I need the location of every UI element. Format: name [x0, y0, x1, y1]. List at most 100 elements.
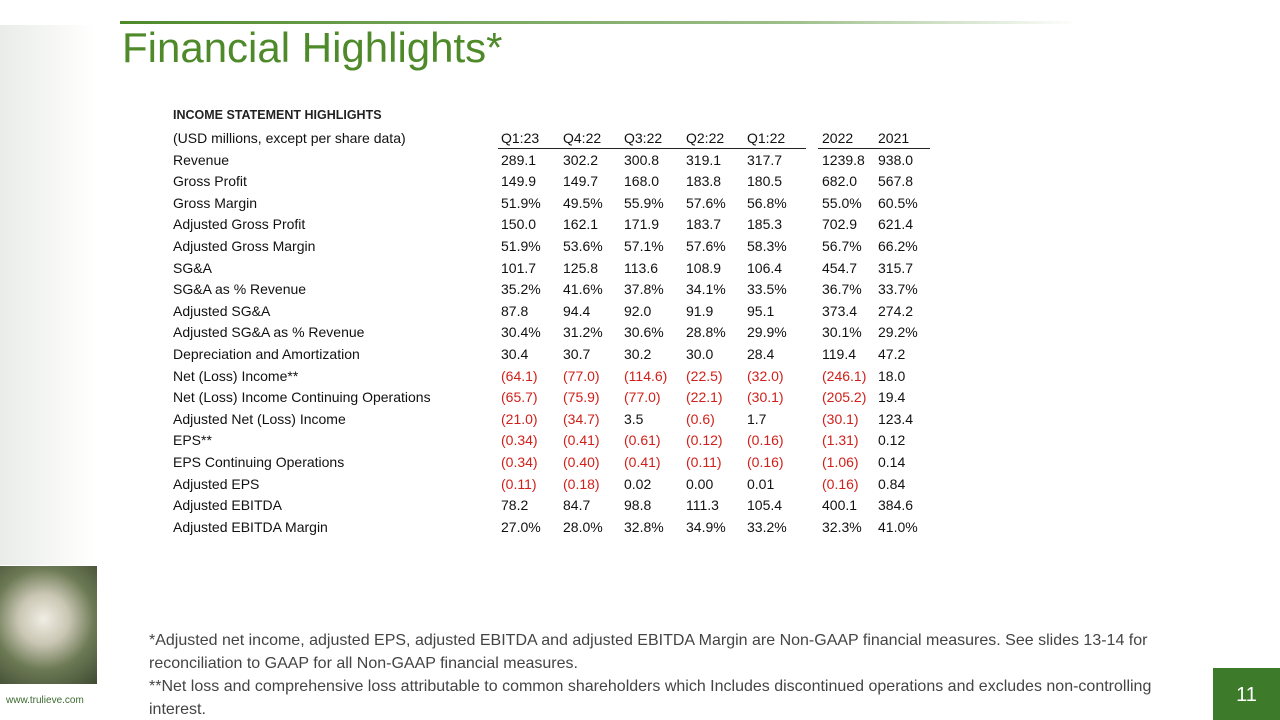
table-cell: 150.0	[501, 216, 537, 233]
table-cell: 30.7	[563, 346, 591, 362]
table-cell: 27.0%	[501, 518, 541, 535]
table-cell: (0.16)	[747, 432, 784, 449]
table-cell: 84.7	[563, 497, 591, 514]
table-cell: 53.6%	[563, 238, 603, 254]
table-cell: 56.8%	[747, 194, 787, 211]
table-cell: 106.4	[747, 259, 783, 276]
table-cell: 37.8%	[624, 281, 664, 298]
row-label: Adjusted SG&A as % Revenue	[173, 324, 365, 341]
table-cell: 162.1	[563, 216, 599, 233]
column-header: 2022	[822, 130, 854, 146]
column-header: Q1:23	[501, 130, 540, 146]
table-cell: 702.9	[822, 216, 858, 233]
table-cell: 19.4	[878, 389, 906, 406]
table-cell: 30.6%	[624, 324, 664, 341]
table-cell: 57.6%	[686, 238, 726, 254]
table-cell: 32.8%	[624, 518, 664, 535]
column-header: Q3:22	[624, 130, 663, 146]
table-cell: (75.9)	[563, 389, 600, 406]
table-cell: 183.7	[686, 216, 722, 233]
table-cell: (65.7)	[501, 389, 538, 406]
table-section-title: INCOME STATEMENT HIGHLIGHTS	[173, 108, 382, 122]
table-cell: 33.2%	[747, 518, 787, 535]
table-cell: 0.12	[878, 432, 906, 449]
table-cell: (0.11)	[686, 454, 722, 470]
row-label: Depreciation and Amortization	[173, 346, 360, 362]
table-cell: 41.6%	[563, 281, 603, 298]
row-label: Gross Margin	[173, 194, 258, 211]
table-cell: 567.8	[878, 173, 914, 190]
table-cell: 41.0%	[878, 518, 918, 535]
row-label: EPS**	[173, 432, 212, 449]
table-cell: (77.0)	[624, 389, 661, 406]
table-cell: (0.41)	[624, 454, 661, 470]
table-cell: 621.4	[878, 216, 914, 233]
table-cell: 289.1	[501, 151, 537, 168]
table-cell: 66.2%	[878, 238, 918, 254]
table-cell: (0.34)	[501, 454, 538, 470]
table-cell: 28.8%	[686, 324, 726, 341]
table-cell: (0.40)	[563, 454, 600, 470]
table-cell: 60.5%	[878, 194, 918, 211]
table-cell: 105.4	[747, 497, 783, 514]
table-cell: 171.9	[624, 216, 660, 233]
table-cell: (0.6)	[686, 410, 715, 427]
row-label: Adjusted SG&A	[173, 302, 271, 319]
table-cell: (1.06)	[822, 454, 859, 470]
table-cell: (0.11)	[501, 475, 537, 492]
table-cell: 185.3	[747, 216, 783, 233]
row-label: Adjusted EPS	[173, 475, 260, 492]
table-cell: 36.7%	[822, 281, 862, 298]
table-cell: 119.4	[822, 346, 856, 362]
table-cell: 98.8	[624, 497, 652, 514]
footnote: *Adjusted net income, adjusted EPS, adju…	[149, 632, 1148, 672]
table-cell: (0.61)	[624, 432, 661, 449]
table-cell: 18.0	[878, 367, 906, 384]
table-cell: 315.7	[878, 259, 914, 276]
table-cell: 384.6	[878, 497, 914, 514]
page-number: 11	[1213, 668, 1280, 720]
table-cell: (205.2)	[822, 389, 867, 406]
table-cell: 1239.8	[822, 151, 865, 168]
table-cell: 30.4%	[501, 324, 541, 341]
table-cell: (0.34)	[501, 432, 538, 449]
table-cell: (30.1)	[747, 389, 784, 406]
table-cell: 31.2%	[563, 324, 603, 341]
table-cell: 95.1	[747, 302, 775, 319]
table-cell: (0.16)	[747, 454, 784, 470]
table-cell: 30.4	[501, 346, 529, 362]
table-cell: 34.9%	[686, 518, 726, 535]
row-label: Adjusted Gross Margin	[173, 238, 316, 254]
table-cell: 3.5	[624, 410, 644, 427]
header-underline	[818, 148, 930, 149]
table-cell: (21.0)	[501, 410, 538, 427]
table-cell: 33.7%	[878, 281, 918, 298]
table-cell: 56.7%	[822, 238, 862, 254]
header-underline	[498, 148, 806, 149]
table-cell: 274.2	[878, 302, 914, 319]
table-cell: 123.4	[878, 410, 914, 427]
table-cell: 183.8	[686, 173, 722, 190]
table-cell: 35.2%	[501, 281, 541, 298]
table-cell: (77.0)	[563, 367, 600, 384]
table-cell: 0.14	[878, 454, 906, 470]
column-header: Q1:22	[747, 130, 786, 146]
table-cell: (0.16)	[822, 475, 859, 492]
table-cell: (34.7)	[563, 410, 600, 427]
slide-title: Financial Highlights*	[122, 24, 503, 71]
table-cell: (1.31)	[822, 432, 859, 449]
table-cell: 57.1%	[624, 238, 664, 254]
table-cell: 87.8	[501, 302, 529, 319]
table-cell: 108.9	[686, 259, 722, 276]
row-label: Gross Profit	[173, 173, 247, 190]
table-cell: 51.9%	[501, 238, 541, 254]
row-label: SG&A	[173, 259, 212, 276]
table-cell: 30.1%	[822, 324, 862, 341]
table-cell: 317.7	[747, 151, 783, 168]
table-cell: 938.0	[878, 151, 914, 168]
table-cell: 0.00	[686, 475, 714, 492]
column-header: Q4:22	[563, 130, 602, 146]
table-cell: 149.7	[563, 173, 599, 190]
row-label: Revenue	[173, 151, 230, 168]
